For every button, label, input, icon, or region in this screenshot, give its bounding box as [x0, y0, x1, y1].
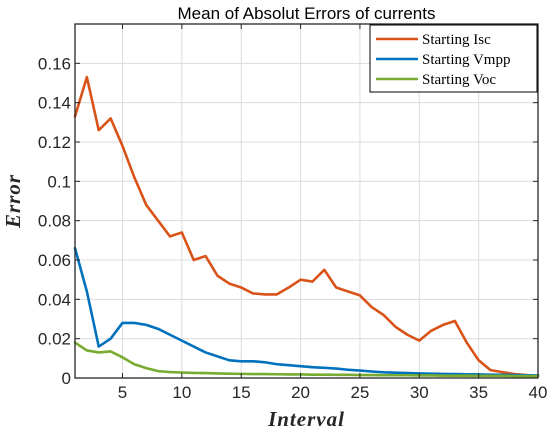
x-tick-label: 35	[469, 383, 488, 402]
y-tick-label: 0.06	[38, 251, 71, 270]
x-tick-label: 25	[350, 383, 369, 402]
series-line	[73, 246, 540, 377]
legend-label: Starting Vmpp	[422, 52, 510, 68]
x-axis-tick-labels: 5 10 15 20 25 30 35 40	[118, 383, 548, 402]
series-lines	[73, 75, 540, 378]
x-tick-label: 30	[410, 383, 429, 402]
x-tick-label: 10	[172, 383, 191, 402]
series-line	[73, 341, 540, 378]
legend-label: Starting Voc	[422, 72, 496, 88]
legend: Starting Isc Starting Vmpp Starting Voc	[369, 24, 538, 93]
y-tick-label: 0.04	[38, 290, 71, 309]
axis-ticks	[75, 24, 539, 379]
y-tick-label: 0.12	[38, 133, 71, 152]
x-tick-label: 40	[529, 383, 548, 402]
legend-label: Starting Isc	[422, 32, 491, 48]
x-tick-label: 5	[118, 383, 127, 402]
legend-entries: Starting Isc Starting Vmpp Starting Voc	[376, 32, 510, 88]
y-tick-label: 0.1	[47, 172, 71, 191]
y-tick-label: 0.14	[38, 94, 71, 113]
x-axis-label: Interval	[267, 407, 345, 431]
y-tick-label: 0.16	[38, 54, 71, 73]
plot-area-frame	[74, 23, 539, 379]
y-tick-label: 0.02	[38, 330, 71, 349]
series-line	[73, 75, 540, 378]
y-tick-label: 0.08	[38, 212, 71, 231]
chart-title: Mean of Absolut Errors of currents	[178, 4, 436, 23]
x-tick-label: 20	[291, 383, 310, 402]
y-tick-label: 0	[62, 369, 71, 388]
x-tick-label: 15	[232, 383, 251, 402]
y-axis-tick-labels: 0 0.02 0.04 0.06 0.08 0.1 0.12 0.14 0.16	[38, 54, 71, 388]
y-axis-label: Error	[1, 174, 25, 229]
